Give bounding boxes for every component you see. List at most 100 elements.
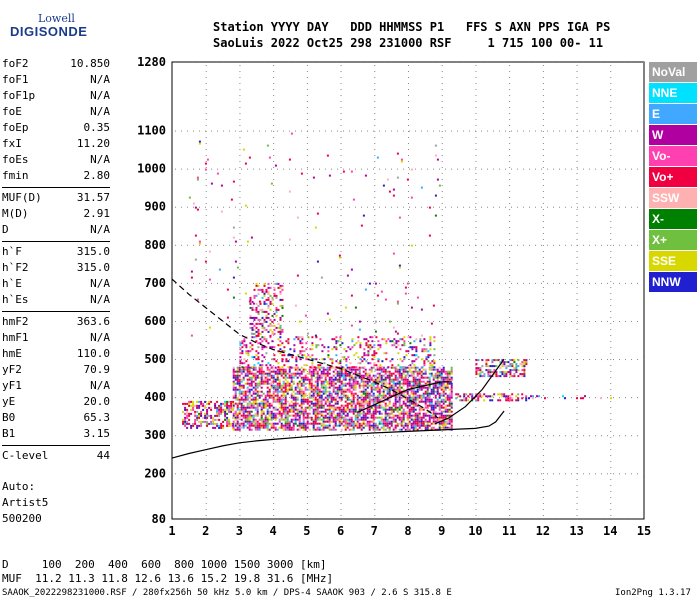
grid-dot	[553, 519, 554, 520]
grid-dot	[644, 503, 645, 504]
grid-dot	[439, 473, 440, 475]
echo-point	[248, 414, 251, 417]
grid-dot	[637, 359, 638, 361]
grid-dot	[340, 311, 342, 312]
echo-point	[428, 382, 431, 385]
grid-dot	[408, 293, 409, 294]
grid-dot	[349, 435, 350, 437]
grid-dot	[172, 431, 173, 432]
echo-point	[402, 394, 405, 397]
grid-dot	[239, 263, 241, 264]
grid-dot	[542, 299, 544, 300]
echo-point	[372, 388, 375, 391]
grid-dot	[273, 155, 275, 156]
grid-dot	[610, 83, 612, 84]
echo-point	[348, 376, 351, 379]
echo-point	[342, 384, 345, 387]
echo-point	[302, 368, 305, 371]
echo-point	[242, 422, 245, 425]
echo-point	[282, 410, 285, 413]
grid-dot	[595, 397, 596, 399]
echo-point	[300, 390, 303, 393]
echo-point	[298, 392, 301, 395]
echo-point	[290, 410, 293, 413]
grid-dot	[175, 359, 176, 361]
echo-point	[414, 378, 417, 381]
grid-dot	[205, 455, 207, 456]
echo-point	[292, 372, 295, 375]
echo-point	[200, 404, 203, 407]
echo-point	[428, 400, 431, 403]
echo-point	[258, 382, 261, 385]
grid-dot	[239, 215, 241, 216]
param-row: h`F 315.0	[2, 244, 110, 260]
echo-point	[262, 420, 265, 423]
grid-dot	[475, 293, 477, 294]
echo-point	[430, 428, 433, 431]
grid-dot	[205, 335, 207, 336]
grid-dot	[421, 282, 422, 284]
echo-point	[294, 408, 297, 411]
echo-point	[248, 420, 251, 423]
grid-dot	[577, 244, 578, 246]
echo-point	[332, 408, 335, 411]
grid-dot	[295, 206, 296, 208]
echo-point	[424, 418, 427, 421]
echo-point	[392, 384, 395, 387]
echo-point	[270, 414, 273, 417]
grid-dot	[576, 89, 578, 90]
grid-dot	[607, 244, 608, 246]
echo-point	[226, 408, 229, 411]
echo-point	[410, 370, 413, 373]
grid-dot	[205, 83, 207, 84]
echo-point	[306, 378, 309, 381]
grid-dot	[340, 437, 342, 438]
grid-dot	[349, 397, 350, 399]
grid-dot	[576, 479, 578, 480]
echo-point	[196, 406, 199, 409]
echo-point	[244, 368, 247, 371]
echo-point	[248, 378, 251, 381]
grid-dot	[374, 419, 376, 420]
grid-dot	[644, 281, 645, 282]
echo-point	[312, 394, 315, 397]
echo-point	[284, 422, 287, 425]
echo-point	[366, 372, 369, 375]
echo-point	[326, 412, 329, 415]
grid-dot	[239, 65, 241, 66]
echo-point	[374, 382, 377, 385]
echo-point	[308, 408, 311, 411]
param-value: 31.57	[76, 191, 110, 204]
echo-point	[294, 392, 297, 395]
echo-point	[444, 406, 447, 409]
echo-point	[270, 412, 273, 415]
grid-dot	[385, 320, 386, 322]
grid-dot	[259, 206, 260, 208]
echo-point	[340, 414, 343, 417]
echo-point	[316, 402, 319, 405]
grid-dot	[542, 113, 544, 114]
echo-point	[252, 424, 255, 427]
param-separator	[2, 311, 110, 312]
echo-point	[428, 404, 431, 407]
grid-dot	[239, 431, 241, 432]
echo-point	[422, 420, 425, 423]
echo-point	[364, 402, 367, 405]
echo-point	[414, 428, 417, 431]
echo-point	[384, 388, 387, 391]
grid-dot	[509, 503, 511, 504]
echo-point	[264, 378, 267, 381]
grid-dot	[391, 168, 392, 170]
echo-point	[279, 352, 282, 355]
echo-point	[266, 418, 269, 421]
param-row: yE 20.0	[2, 394, 110, 410]
grid-dot	[601, 359, 602, 361]
echo-point	[318, 390, 321, 393]
echo-point	[402, 408, 405, 411]
echo-point	[272, 390, 275, 393]
echo-point	[254, 418, 257, 421]
echo-point	[396, 388, 399, 391]
echo-point	[408, 370, 411, 373]
echo-point	[332, 410, 335, 413]
echo-point	[296, 414, 299, 417]
